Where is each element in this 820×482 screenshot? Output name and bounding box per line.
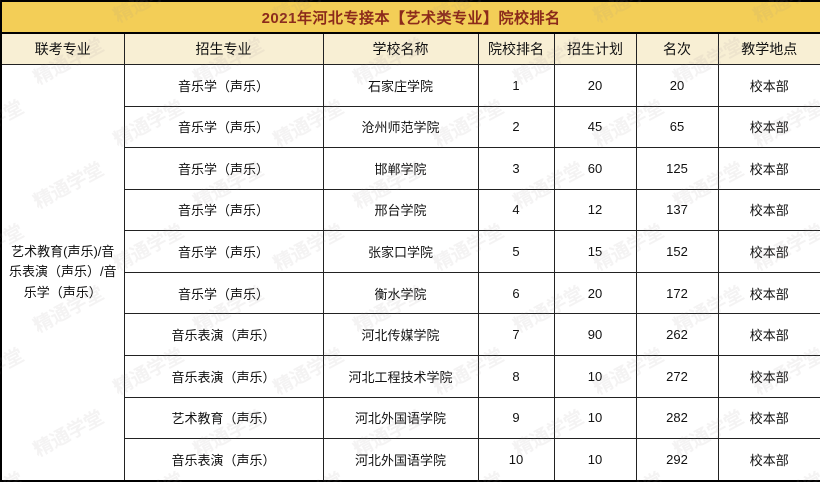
column-header-enroll-plan: 招生计划 xyxy=(553,32,637,65)
school-rank-cell: 9 xyxy=(477,396,555,440)
table-row: 艺术教育（声乐） 河北外国语学院 9 10 282 校本部 xyxy=(1,396,820,440)
enroll-plan-cell: 45 xyxy=(553,105,637,149)
major-cell: 音乐学（声乐） xyxy=(123,105,324,149)
enroll-plan-cell: 10 xyxy=(553,396,637,440)
table-row: 音乐学（声乐） 邯郸学院 3 60 125 校本部 xyxy=(1,147,820,190)
enroll-plan-cell: 15 xyxy=(553,230,637,273)
rank-cell: 272 xyxy=(635,354,719,398)
major-cell: 音乐学（声乐） xyxy=(123,230,324,273)
enroll-plan-cell: 12 xyxy=(553,188,637,232)
enroll-plan-cell: 20 xyxy=(553,64,637,107)
table-header-row: 联考专业 招生专业 学校名称 院校排名 招生计划 名次 教学地点 xyxy=(0,32,820,65)
major-cell: 音乐学（声乐） xyxy=(123,147,324,190)
rank-cell: 292 xyxy=(635,438,719,482)
table-row: 音乐表演（声乐） 河北外国语学院 10 10 292 校本部 xyxy=(1,438,820,482)
column-header-school-rank: 院校排名 xyxy=(477,32,555,65)
location-cell: 校本部 xyxy=(717,147,820,190)
location-cell: 校本部 xyxy=(717,396,820,440)
rank-cell: 125 xyxy=(635,147,719,190)
rank-cell: 262 xyxy=(635,313,719,356)
school-rank-cell: 10 xyxy=(477,438,555,482)
school-cell: 石家庄学院 xyxy=(322,64,479,107)
major-cell: 音乐表演（声乐） xyxy=(123,354,324,398)
school-cell: 张家口学院 xyxy=(322,230,479,273)
rank-cell: 172 xyxy=(635,271,719,315)
table-row: 音乐学（声乐） 邢台学院 4 12 137 校本部 xyxy=(1,188,820,232)
school-cell: 河北外国语学院 xyxy=(322,438,479,482)
column-header-rank: 名次 xyxy=(635,32,719,65)
school-rank-cell: 1 xyxy=(477,64,555,107)
enroll-plan-cell: 90 xyxy=(553,313,637,356)
location-cell: 校本部 xyxy=(717,438,820,482)
school-cell: 河北工程技术学院 xyxy=(322,354,479,398)
page-title: 2021年河北专接本【艺术类专业】院校排名 xyxy=(0,0,820,34)
school-cell: 沧州师范学院 xyxy=(322,105,479,149)
school-cell: 衡水学院 xyxy=(322,271,479,315)
rank-cell: 152 xyxy=(635,230,719,273)
major-cell: 音乐表演（声乐） xyxy=(123,438,324,482)
location-cell: 校本部 xyxy=(717,313,820,356)
rank-cell: 137 xyxy=(635,188,719,232)
rank-cell: 20 xyxy=(635,64,719,107)
exam-major-merged-cell: 艺术教育(声乐)/音乐表演（声乐）/音乐学（声乐） xyxy=(0,64,125,482)
school-rank-cell: 3 xyxy=(477,147,555,190)
school-rank-cell: 4 xyxy=(477,188,555,232)
major-cell: 音乐表演（声乐） xyxy=(123,313,324,356)
rank-cell: 282 xyxy=(635,396,719,440)
location-cell: 校本部 xyxy=(717,271,820,315)
school-rank-cell: 5 xyxy=(477,230,555,273)
enroll-plan-cell: 10 xyxy=(553,438,637,482)
table-row: 音乐学（声乐） 衡水学院 6 20 172 校本部 xyxy=(1,271,820,315)
column-header-major: 招生专业 xyxy=(123,32,324,65)
school-cell: 邯郸学院 xyxy=(322,147,479,190)
school-rank-cell: 2 xyxy=(477,105,555,149)
school-rank-cell: 7 xyxy=(477,313,555,356)
enroll-plan-cell: 10 xyxy=(553,354,637,398)
school-cell: 河北外国语学院 xyxy=(322,396,479,440)
location-cell: 校本部 xyxy=(717,105,820,149)
table-row: 音乐表演（声乐） 河北工程技术学院 8 10 272 校本部 xyxy=(1,354,820,398)
table-row: 音乐学（声乐） 沧州师范学院 2 45 65 校本部 xyxy=(1,105,820,149)
school-rank-cell: 6 xyxy=(477,271,555,315)
table-row: 艺术教育(声乐)/音乐表演（声乐）/音乐学（声乐） 音乐学（声乐） 石家庄学院 … xyxy=(0,64,820,482)
enroll-plan-cell: 60 xyxy=(553,147,637,190)
table-row: 音乐学（声乐） 张家口学院 5 15 152 校本部 xyxy=(1,230,820,273)
school-cell: 河北传媒学院 xyxy=(322,313,479,356)
column-header-school: 学校名称 xyxy=(322,32,479,65)
location-cell: 校本部 xyxy=(717,354,820,398)
rank-cell: 65 xyxy=(635,105,719,149)
major-cell: 音乐学（声乐） xyxy=(123,271,324,315)
location-cell: 校本部 xyxy=(717,64,820,107)
column-header-location: 教学地点 xyxy=(717,32,820,65)
location-cell: 校本部 xyxy=(717,230,820,273)
table-row: 音乐表演（声乐） 河北传媒学院 7 90 262 校本部 xyxy=(1,313,820,356)
major-cell: 音乐学（声乐） xyxy=(123,64,324,107)
school-cell: 邢台学院 xyxy=(322,188,479,232)
enroll-plan-cell: 20 xyxy=(553,271,637,315)
location-cell: 校本部 xyxy=(717,188,820,232)
school-rank-cell: 8 xyxy=(477,354,555,398)
title-bar: 2021年河北专接本【艺术类专业】院校排名 xyxy=(0,0,820,34)
major-cell: 音乐学（声乐） xyxy=(123,188,324,232)
column-header-exam-major: 联考专业 xyxy=(0,32,125,65)
major-cell: 艺术教育（声乐） xyxy=(123,396,324,440)
